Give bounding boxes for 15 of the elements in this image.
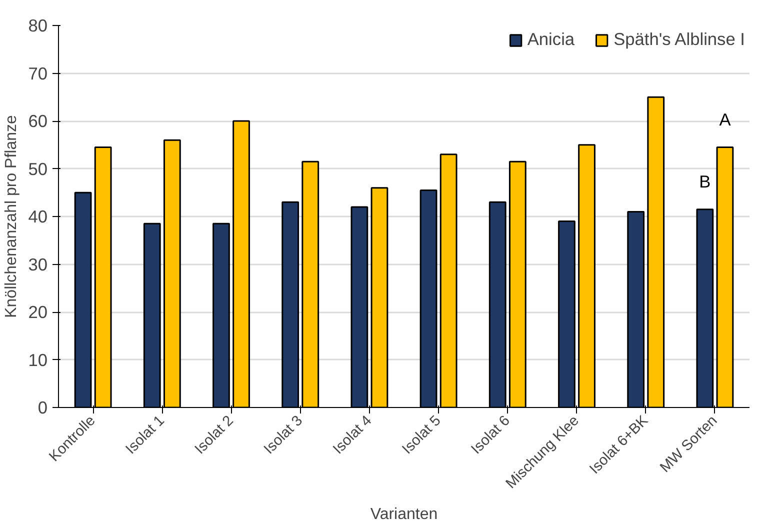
annotation: B [699, 171, 711, 192]
annotation: A [719, 109, 732, 130]
y-tick-label: 70 [28, 63, 48, 84]
y-tick-label: 10 [28, 350, 48, 370]
x-axis-title: Varianten [370, 506, 438, 523]
y-tick-label: 60 [28, 111, 48, 131]
y-tick-label: 80 [28, 16, 48, 36]
y-tick-label: 50 [28, 158, 48, 179]
legend-label: Anicia [527, 29, 575, 50]
y-tick-label: 40 [28, 206, 48, 226]
y-tick-label: 20 [28, 302, 48, 322]
y-tick-label: 30 [28, 254, 48, 274]
legend-label: Späth's Alblinse I [614, 29, 745, 50]
y-axis-title: Knöllchenanzahl pro Pflanze [3, 114, 20, 318]
y-tick-label: 0 [38, 398, 48, 418]
